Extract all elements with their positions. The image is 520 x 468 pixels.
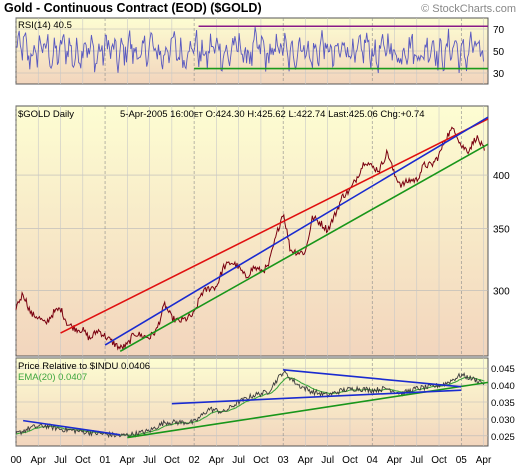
x-tick-label: Oct xyxy=(253,455,269,466)
price-line xyxy=(15,126,485,351)
x-tick-label: 00 xyxy=(10,455,22,466)
x-tick-label: Jul xyxy=(410,455,423,466)
x-tick-label: 05 xyxy=(456,455,468,466)
quote-tz: ET xyxy=(194,112,204,119)
relative-label-value: 0.0406 xyxy=(121,361,150,372)
middle-channel-line xyxy=(104,116,489,346)
ema-label-value: 0.0407 xyxy=(58,372,87,383)
early-down-trendline xyxy=(23,419,121,436)
rsi-line xyxy=(16,27,484,74)
quote-change: Chg:+0.74 xyxy=(378,109,425,120)
price-label: $GOLD Daily xyxy=(18,109,74,120)
x-tick-label: Oct xyxy=(164,455,180,466)
price-tick-label: 400 xyxy=(493,171,510,182)
x-tick-label: Oct xyxy=(431,455,447,466)
x-tick-label: 04 xyxy=(367,455,379,466)
lower-wedge-trendline xyxy=(171,389,462,405)
x-tick-label: Oct xyxy=(342,455,358,466)
x-tick-label: Jul xyxy=(321,455,334,466)
price-panel xyxy=(15,105,489,357)
x-tick-label: Apr xyxy=(476,455,492,466)
rsi-tick-label: 30 xyxy=(493,69,505,80)
quote-date: 5-Apr-2005 16:00 xyxy=(120,109,194,120)
rsi-tick-label: 50 xyxy=(493,47,505,58)
relative-tick-label: 0.040 xyxy=(491,381,515,392)
quote-open: O:424.30 xyxy=(203,109,245,120)
relative-tick-label: 0.025 xyxy=(491,432,515,443)
upper-wedge-trendline xyxy=(283,369,462,388)
x-tick-label: 01 xyxy=(99,455,111,466)
brand-watermark: © StockCharts.com xyxy=(421,3,516,15)
lower-channel-line xyxy=(119,143,489,352)
x-tick-label: Jul xyxy=(54,455,67,466)
rsi-label-value: 40.5 xyxy=(53,20,72,31)
x-tick-label: 03 xyxy=(278,455,290,466)
quote-last: Last:425.06 xyxy=(325,109,377,120)
relative-label: Price Relative to $INDU 0.0406 xyxy=(18,361,150,372)
x-tick-label: Oct xyxy=(75,455,91,466)
rsi-label: RSI(14) 40.5 xyxy=(18,20,72,31)
relative-tick-label: 0.045 xyxy=(491,364,515,375)
relative-tick-label: 0.035 xyxy=(491,398,515,409)
x-tick-label: Apr xyxy=(30,455,46,466)
x-tick-label: Apr xyxy=(298,455,314,466)
quote-low: L:422.74 xyxy=(286,109,326,120)
rsi-tick-label: 70 xyxy=(493,25,505,36)
x-tick-label: Apr xyxy=(387,455,403,466)
chart-title: Gold - Continuous Contract (EOD) ($GOLD) xyxy=(4,1,262,15)
x-tick-label: 02 xyxy=(189,455,201,466)
x-tick-label: Jul xyxy=(143,455,156,466)
quote-line: 5-Apr-2005 16:00ET O:424.30 H:425.62 L:4… xyxy=(120,109,425,120)
x-tick-label: Jul xyxy=(232,455,245,466)
quote-high: H:425.62 xyxy=(245,109,286,120)
ema-label: EMA(20) 0.0407 xyxy=(18,372,87,383)
x-tick-label: Apr xyxy=(209,455,225,466)
upper-channel-line xyxy=(60,118,489,334)
price-tick-label: 300 xyxy=(493,287,510,298)
x-tick-label: Apr xyxy=(120,455,136,466)
relative-tick-label: 0.030 xyxy=(491,415,515,426)
price-tick-label: 350 xyxy=(493,225,510,236)
